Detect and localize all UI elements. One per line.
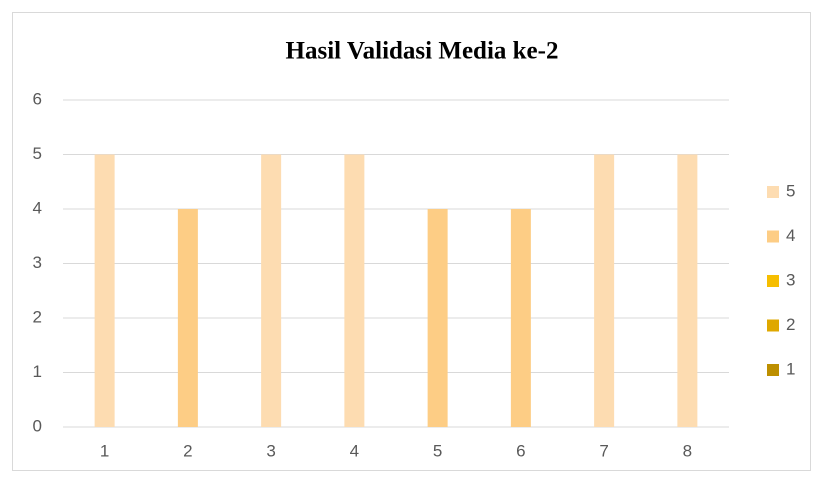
bar <box>94 154 115 427</box>
legend-label: 2 <box>786 315 795 334</box>
y-tick-label: 0 <box>33 416 42 435</box>
x-tick-label: 3 <box>266 441 275 460</box>
y-tick-label: 6 <box>33 89 42 108</box>
legend-swatch <box>767 186 779 198</box>
legend-label: 3 <box>786 270 795 289</box>
bar <box>177 209 198 427</box>
bar <box>427 209 448 427</box>
x-tick-label: 4 <box>350 441 359 460</box>
y-tick-label: 4 <box>33 198 42 217</box>
legend-label: 1 <box>786 359 795 378</box>
bar <box>594 154 615 427</box>
y-tick-label: 5 <box>33 144 42 163</box>
bar <box>677 154 698 427</box>
y-tick-label: 1 <box>33 362 42 381</box>
legend-label: 4 <box>786 226 795 245</box>
legend-label: 5 <box>786 181 795 200</box>
legend-swatch <box>767 275 779 287</box>
y-tick-label: 3 <box>33 253 42 272</box>
chart-title: Hasil Validasi Media ke-2 <box>286 38 559 65</box>
x-tick-label: 7 <box>599 441 608 460</box>
x-tick-label: 5 <box>433 441 442 460</box>
x-tick-label: 6 <box>516 441 525 460</box>
bar <box>510 209 531 427</box>
x-tick-label: 8 <box>683 441 692 460</box>
legend-swatch <box>767 364 779 376</box>
bar <box>261 154 282 427</box>
bar <box>344 154 365 427</box>
y-tick-label: 2 <box>33 307 42 326</box>
x-tick-label: 1 <box>100 441 109 460</box>
legend-swatch <box>767 319 779 332</box>
legend-swatch <box>767 230 779 243</box>
x-tick-label: 2 <box>183 441 192 460</box>
